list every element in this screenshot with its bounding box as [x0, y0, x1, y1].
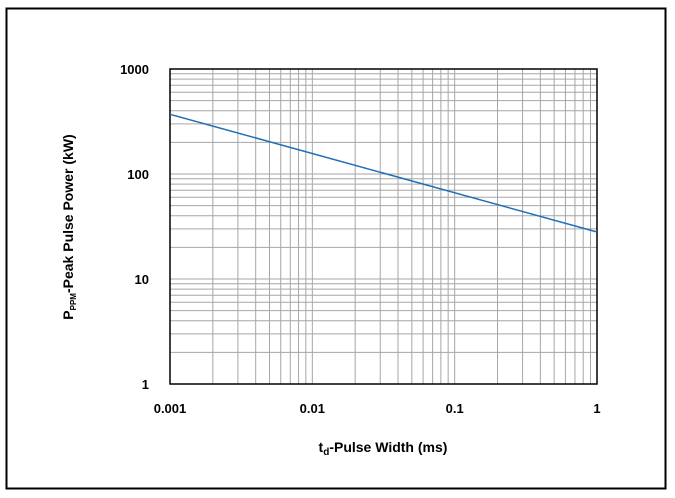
x-tick-label: 0.001 — [154, 401, 187, 416]
y-tick-label: 100 — [127, 167, 149, 182]
y-axis-label: PPPM-Peak Pulse Power (kW) — [60, 134, 78, 319]
x-axis-label-sub: d — [323, 447, 329, 458]
plot-area-frame — [169, 68, 598, 385]
series-line — [169, 113, 598, 233]
grid — [169, 69, 597, 385]
x-axis-label-main: t — [319, 439, 324, 455]
y-axis-label-sub: PPM — [69, 293, 78, 311]
y-tick-label: 1000 — [120, 62, 149, 77]
y-axis-label-rest: -Peak Pulse Power (kW) — [60, 134, 76, 293]
y-tick-label: 10 — [135, 272, 149, 287]
x-tick-label: 0.01 — [300, 401, 325, 416]
y-tick-label: 1 — [142, 377, 149, 392]
x-axis-label-rest: -Pulse Width (ms) — [329, 439, 447, 455]
chart-border — [5, 7, 667, 490]
x-tick-label: 0.1 — [446, 401, 464, 416]
y-axis-label-main: P — [60, 310, 76, 319]
x-axis-label: td-Pulse Width (ms) — [319, 439, 448, 458]
y-tick-labels: 1 10 100 1000 — [120, 62, 149, 392]
x-tick-labels: 0.001 0.01 0.1 1 — [154, 401, 601, 416]
series-layer — [169, 113, 598, 233]
x-tick-label: 1 — [593, 401, 600, 416]
